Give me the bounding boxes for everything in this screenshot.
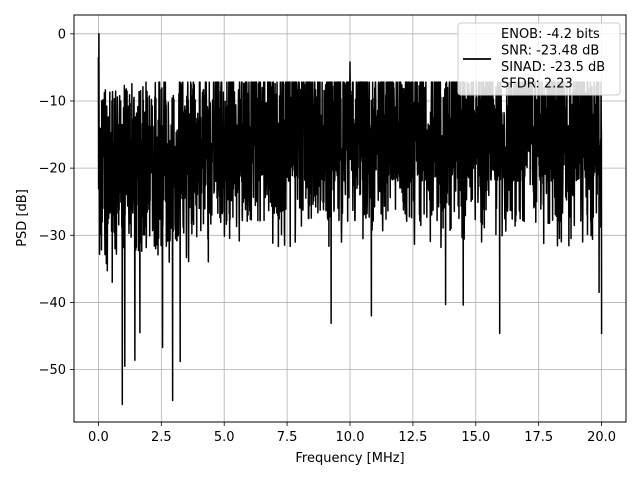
legend-entry: ENOB: -4.2 bits xyxy=(501,27,600,42)
x-axis-label: Frequency [MHz] xyxy=(295,451,404,466)
y-tick-label: −40 xyxy=(39,296,66,311)
x-tick-label: 12.5 xyxy=(398,430,427,445)
x-tick-label: 7.5 xyxy=(277,430,298,445)
x-tick-label: 20.0 xyxy=(587,430,616,445)
legend-box xyxy=(457,22,621,96)
psd-series xyxy=(97,33,603,406)
y-tick-label: 0 xyxy=(58,27,66,42)
x-tick-label: 15.0 xyxy=(461,430,490,445)
x-tick-label: 10.0 xyxy=(336,430,365,445)
x-tick-label: 0.0 xyxy=(88,430,109,445)
y-tick-label: −10 xyxy=(39,94,66,109)
y-tick-label: −30 xyxy=(39,229,66,244)
psd-line xyxy=(97,33,603,406)
x-tick-label: 2.5 xyxy=(151,430,172,445)
axis-ticks: 0.0 2.5 5.0 7.5 10.0 12.5 15.0 17.5 20.0 0 −10 −20 −… xyxy=(39,27,617,445)
y-tick-label: −50 xyxy=(39,363,66,378)
y-tick-label: −20 xyxy=(39,162,66,177)
legend-entry: SINAD: -23.5 dB xyxy=(501,60,605,75)
x-tick-label: 17.5 xyxy=(524,430,553,445)
x-tick-label: 5.0 xyxy=(214,430,235,445)
y-axis-label: PSD [dB] xyxy=(15,189,30,247)
legend-entry: SNR: -23.48 dB xyxy=(501,44,599,59)
legend-entry: SFDR: 2.23 xyxy=(501,77,573,92)
